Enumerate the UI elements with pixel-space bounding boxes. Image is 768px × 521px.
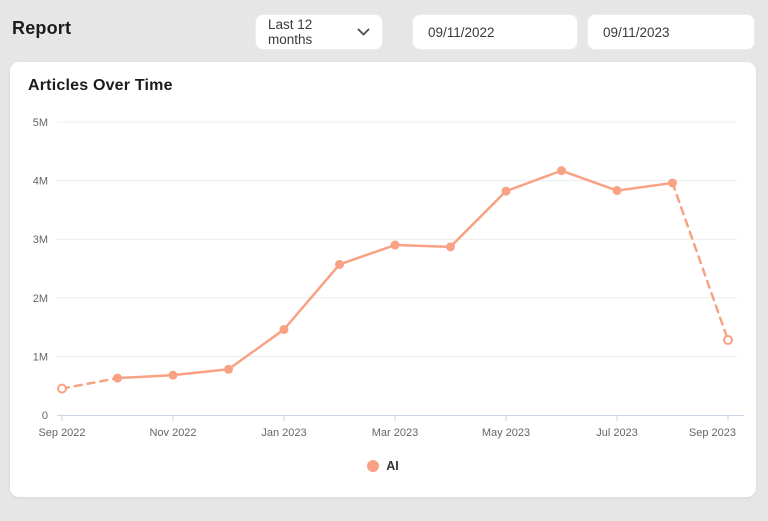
data-point-dec-2022[interactable] [224, 364, 233, 374]
data-point-jul-2023[interactable] [612, 186, 622, 196]
data-point-may-2023[interactable] [501, 186, 511, 196]
svg-text:May 2023: May 2023 [482, 427, 530, 439]
svg-text:Jan 2023: Jan 2023 [261, 427, 306, 439]
svg-text:2M: 2M [33, 293, 48, 305]
data-point-sep-2023[interactable] [723, 334, 733, 345]
data-point-oct-2022[interactable] [113, 373, 122, 383]
chart-card: 0 1M 2M 3M 4M 5M Sep 2022 Nov 2022 Jan 2023 Mar 2… [10, 62, 756, 497]
data-point-jan-2023[interactable] [279, 324, 289, 334]
svg-text:Sep 2023: Sep 2023 [689, 427, 736, 439]
data-point-mar-2023[interactable] [390, 240, 400, 250]
report-header: Report Last 12 months [0, 0, 768, 62]
legend-item-ai[interactable]: AI [367, 459, 399, 473]
end-date-input[interactable] [587, 14, 755, 50]
data-point-feb-2023[interactable] [335, 259, 344, 269]
data-point-aug-2023[interactable] [668, 178, 677, 188]
svg-text:Mar 2023: Mar 2023 [372, 427, 418, 439]
svg-text:0: 0 [42, 410, 48, 422]
date-range-value: Last 12 months [268, 17, 313, 47]
svg-text:4M: 4M [33, 176, 48, 188]
svg-text:Jul 2023: Jul 2023 [596, 427, 638, 439]
svg-text:Nov 2022: Nov 2022 [149, 427, 196, 439]
page-title: Report [12, 18, 72, 38]
chart-svg: 0 1M 2M 3M 4M 5M Sep 2022 Nov 2022 Jan 2023 Mar 2… [33, 117, 744, 439]
data-point-apr-2023[interactable] [446, 242, 455, 252]
chevron-down-icon [357, 28, 370, 37]
data-point-jun-2023[interactable] [557, 166, 566, 176]
legend-label: AI [386, 459, 399, 473]
legend-marker-icon [367, 460, 380, 472]
data-point-sep-2022[interactable] [57, 383, 67, 394]
start-date-input[interactable] [412, 14, 578, 50]
data-point-nov-2022[interactable] [168, 370, 178, 380]
date-range-select[interactable]: Last 12 months [255, 14, 383, 50]
svg-text:Sep 2022: Sep 2022 [38, 427, 85, 439]
chart-title: Articles Over Time [28, 77, 173, 94]
svg-text:3M: 3M [33, 234, 48, 246]
legend: AI [10, 459, 756, 473]
svg-text:1M: 1M [33, 351, 48, 363]
svg-text:5M: 5M [33, 117, 48, 129]
